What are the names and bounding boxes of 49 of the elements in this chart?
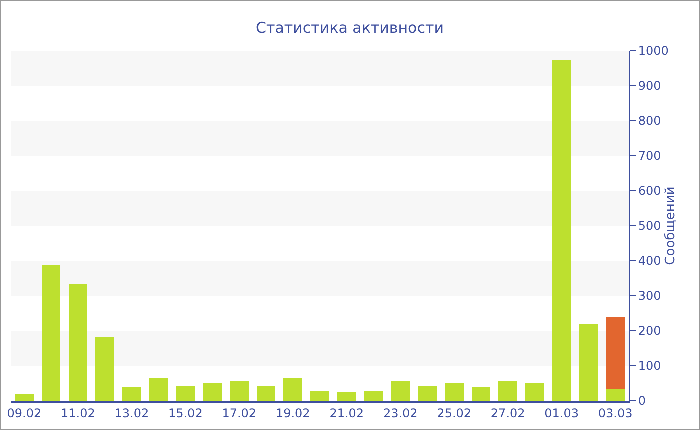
bar — [418, 386, 437, 401]
bar — [472, 388, 491, 401]
bar — [310, 391, 330, 401]
y-tick-label: 1000 — [638, 44, 669, 58]
x-tick-label: 11.02 — [60, 406, 96, 420]
y-tick-label: 600 — [638, 184, 662, 198]
y-tick-label: 400 — [638, 254, 662, 268]
y-tick-label: 300 — [638, 289, 662, 304]
y-tick-label: 700 — [638, 149, 662, 164]
x-tick-label: 15.02 — [168, 406, 203, 420]
bar — [391, 381, 410, 401]
x-tick-label: 27.02 — [490, 406, 526, 420]
bar — [96, 337, 114, 401]
bar — [42, 265, 61, 401]
bar — [149, 378, 168, 401]
bar — [256, 386, 276, 401]
bar — [122, 388, 142, 401]
bar — [552, 60, 572, 401]
y-tick-label: 500 — [638, 219, 662, 234]
y-tick-label: 200 — [638, 324, 662, 338]
bar — [364, 392, 384, 401]
bar — [230, 381, 249, 401]
bar — [606, 318, 625, 389]
x-tick-label: 17.02 — [222, 406, 257, 420]
bar — [284, 378, 303, 401]
bar — [526, 384, 544, 401]
bar — [579, 324, 598, 401]
bar — [68, 284, 88, 401]
y-tick-label: 0 — [638, 394, 646, 408]
chart-title: Статистика активности — [256, 18, 444, 37]
bar — [606, 388, 625, 401]
bar — [498, 381, 518, 401]
x-tick-label: 09.02 — [7, 406, 42, 420]
x-tick-label: 25.02 — [437, 406, 472, 420]
bar — [176, 386, 196, 401]
x-tick-label: 03.03 — [598, 406, 633, 420]
y-tick-label: 100 — [638, 359, 662, 374]
x-tick-label: 23.02 — [383, 406, 418, 420]
x-tick-label: 01.03 — [544, 406, 580, 420]
y-axis-title: Сообщений — [663, 186, 678, 266]
bar — [337, 392, 356, 401]
x-tick-label: 19.02 — [276, 406, 310, 420]
y-tick-label: 900 — [638, 79, 662, 94]
bar — [15, 394, 34, 401]
bar — [203, 384, 222, 401]
x-tick-label: 21.02 — [330, 406, 364, 420]
x-tick-label: 13.02 — [114, 406, 150, 420]
bar — [444, 384, 464, 401]
y-tick-label: 800 — [638, 114, 662, 128]
